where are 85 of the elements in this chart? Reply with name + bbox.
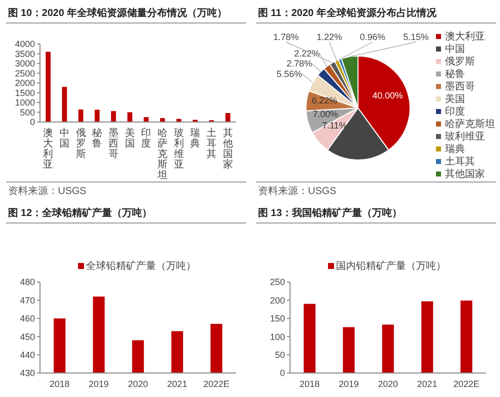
x-tick-label: 瑞典 <box>190 127 200 150</box>
x-tick-label: 2018 <box>50 379 70 389</box>
x-tick-label: 2021 <box>417 379 438 389</box>
y-tick-label: 250 <box>270 277 285 288</box>
y-tick-label: 150 <box>270 314 285 324</box>
y-tick-label: 470 <box>20 295 35 306</box>
y-tick-label: 200 <box>270 295 285 306</box>
y-tick-label: 3000 <box>14 58 35 69</box>
bar <box>382 324 394 373</box>
bar <box>225 113 230 122</box>
bar <box>78 110 84 122</box>
x-tick-label: 玻利维亚 <box>174 127 184 170</box>
x-tick-label: 2019 <box>88 379 109 389</box>
x-tick-label: 2020 <box>378 379 398 389</box>
legend-label: 印度 <box>445 106 465 118</box>
x-tick-label: 中国 <box>60 127 70 150</box>
x-tick-label: 2019 <box>338 379 359 389</box>
bar <box>144 117 149 122</box>
x-tick-label: 2021 <box>167 379 188 389</box>
chart-title: 图 12：全球铅精矿产量（万吨） <box>8 207 152 219</box>
data-label: 40.00% <box>372 90 403 100</box>
x-tick-label: 美国 <box>124 127 135 150</box>
y-tick-label: 480 <box>20 277 35 288</box>
chart-title: 图 13：我国铅精矿产量（万吨） <box>258 207 402 219</box>
x-tick-label: 2022E <box>203 379 230 389</box>
text: 资料来源：USGS <box>8 185 87 197</box>
x-tick-label: 哈萨克斯坦 <box>156 127 168 181</box>
legend-label: 俄罗斯 <box>445 56 475 68</box>
bar <box>342 327 355 373</box>
y-tick-label: 1000 <box>14 98 35 108</box>
legend-label: 哈萨克斯坦 <box>445 118 495 130</box>
data-label: 2.78% <box>286 58 312 69</box>
bar <box>127 112 132 122</box>
data-label: 7.11% <box>322 120 347 131</box>
y-tick-label: 4000 <box>14 39 35 50</box>
y-tick-label: 460 <box>20 314 35 324</box>
bar <box>46 52 51 122</box>
y-tick-label: 100 <box>270 332 285 342</box>
x-tick-label: 墨西哥 <box>108 128 118 160</box>
bar <box>111 111 116 122</box>
y-tick-label: 50 <box>274 350 285 360</box>
x-tick-label: 其他国家 <box>222 127 233 170</box>
data-label: 0.96% <box>360 32 386 42</box>
legend-label: 澳大利亚 <box>445 30 485 42</box>
x-tick-label: 秘鲁 <box>92 128 102 150</box>
legend-label: 中国 <box>445 43 465 55</box>
x-tick-label: 2022E <box>453 379 480 389</box>
legend-label: 墨西哥 <box>445 82 475 92</box>
bar <box>160 118 165 122</box>
data-label: 1.22% <box>316 32 342 42</box>
legend-label: 秘鲁 <box>445 68 465 80</box>
data-label: 5.56% <box>276 68 302 79</box>
y-tick-label: 3500 <box>14 48 35 59</box>
x-tick-label: 2020 <box>128 379 148 389</box>
legend-label: 其他国家 <box>445 168 485 180</box>
data-label: 5.15% <box>403 32 429 42</box>
y-tick-label: 440 <box>20 350 35 360</box>
y-tick-label: 450 <box>20 332 35 342</box>
bar <box>94 110 100 122</box>
legend-label: 全球铅精矿产量（万吨） <box>86 260 196 272</box>
bar <box>421 301 434 373</box>
x-tick-label: 印度 <box>141 127 152 150</box>
bar <box>304 304 316 373</box>
x-tick-label: 澳大利亚 <box>43 127 54 170</box>
y-tick-label: 2500 <box>14 68 35 78</box>
x-tick-label: 2018 <box>300 379 320 389</box>
chart-title: 图 10：2020 年全球铅资源储量分布情况（万吨） <box>8 7 227 19</box>
y-tick-label: 0 <box>280 368 285 378</box>
legend-label: 国内铅精矿产量（万吨） <box>336 260 446 272</box>
data-label: 1.78% <box>273 32 299 42</box>
data-label: 2.22% <box>294 48 320 59</box>
y-tick-label: 2000 <box>14 78 35 88</box>
y-tick-label: 1500 <box>14 88 35 98</box>
y-tick-label: 500 <box>20 107 35 118</box>
x-tick-label: 俄罗斯 <box>76 127 86 160</box>
text: 资料来源：USGS <box>258 185 337 197</box>
legend-label: 美国 <box>445 93 465 105</box>
bar <box>62 86 67 122</box>
chart-title: 图 11：2020 年全球铅资源分布占比情况 <box>258 7 438 19</box>
y-tick-label: 430 <box>20 368 35 378</box>
x-tick-label: 土耳其 <box>206 127 216 160</box>
data-label: 7.00% <box>312 109 338 120</box>
bar <box>460 300 472 373</box>
y-tick-label: 0 <box>30 117 35 128</box>
data-label: 6.22% <box>312 95 338 106</box>
